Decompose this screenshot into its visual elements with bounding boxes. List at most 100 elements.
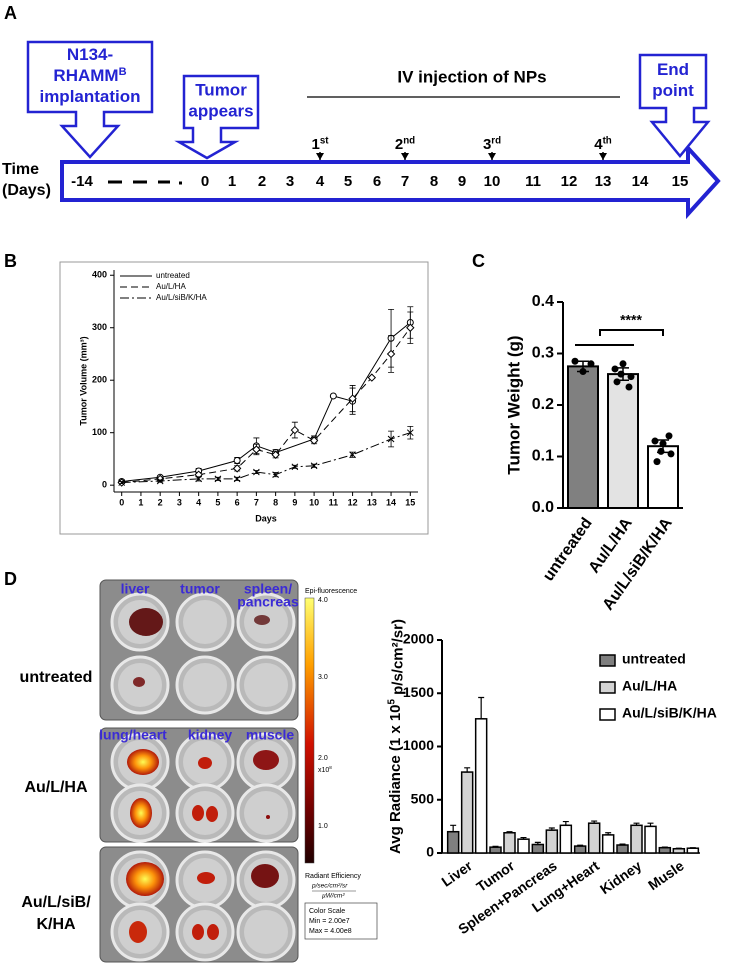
data-point (619, 360, 627, 368)
text-part: 4 (594, 136, 603, 153)
error-bar (478, 696, 485, 720)
injection-ordinal: 3rd (483, 135, 501, 153)
error-bar (506, 831, 513, 834)
legend-label: Au/L/siB/K/HA (622, 705, 717, 721)
x-axis-label: Days (255, 513, 277, 523)
callout-text: point (652, 81, 694, 100)
marker (271, 450, 280, 459)
marker (406, 323, 415, 332)
data-point (667, 450, 675, 458)
organ-label: spleen/ (244, 581, 292, 597)
x-tick-label: 8 (273, 497, 278, 507)
bar (644, 825, 657, 854)
data-point (571, 357, 579, 365)
superscript: rd (491, 135, 501, 146)
day-label: 15 (672, 173, 689, 190)
fluorescence-signal (126, 862, 164, 896)
legend-label: Au/L/HA (622, 678, 677, 694)
fluorescence-signal (266, 815, 270, 819)
superscript: B (119, 66, 127, 78)
y-tick-label: 0.3 (532, 345, 554, 362)
day-label: 5 (344, 173, 352, 190)
injection-arrowhead (599, 153, 607, 160)
data-point (659, 440, 667, 448)
color-scale-text: Color Scale (309, 908, 345, 915)
day-label: 9 (458, 173, 466, 190)
colorbar-tick-label: 4.0 (318, 597, 328, 604)
data-point (653, 458, 661, 466)
callout-text: Tumor (195, 81, 247, 100)
x-tick-label: Musle (645, 857, 687, 893)
organ-label: liver (121, 581, 150, 597)
y-tick-label: 2000 (403, 631, 434, 647)
group-label: Au/L/HA (24, 779, 88, 796)
day-label: 1 (228, 173, 236, 190)
bar (573, 845, 587, 854)
x-tick-label: 6 (235, 497, 240, 507)
well-inner (183, 600, 227, 644)
text-part: appears (188, 102, 253, 121)
series-line (121, 327, 411, 484)
well-inner (183, 910, 227, 954)
fluorescence-signal (127, 749, 159, 775)
error-bar (675, 847, 682, 850)
organ-label: kidney (188, 727, 233, 743)
error-bar (464, 767, 471, 773)
well-inner (183, 663, 227, 707)
x-tick-label: 14 (386, 497, 396, 507)
day-label: 3 (286, 173, 294, 190)
text-part: End (657, 60, 689, 79)
injection-ordinal: 4th (594, 135, 612, 153)
injection-ordinal: 1st (311, 135, 329, 153)
day-gap-dashes (108, 180, 182, 185)
time-label: Time (2, 161, 39, 178)
y-tick-label: 500 (411, 790, 435, 806)
bar (686, 847, 700, 854)
marker (195, 475, 203, 483)
x-tick-label: 10 (309, 497, 319, 507)
callout-text: appears (188, 102, 253, 121)
y-tick-label: 0.2 (532, 396, 554, 413)
error-bar (619, 843, 626, 846)
fluorescence-signal (133, 677, 145, 687)
superscript: 8 (329, 765, 332, 770)
y-tick-label: 1500 (403, 684, 434, 700)
bar (672, 847, 686, 854)
marker (387, 435, 395, 443)
x-tick-label: 11 (329, 497, 339, 507)
text-part: Tumor (195, 81, 247, 100)
panel-label: C (472, 251, 485, 271)
day-label: 13 (595, 173, 612, 190)
group-label: K/HA (36, 916, 76, 933)
fluorescence-signal (253, 750, 279, 770)
x-tick-label: Liver (438, 857, 475, 890)
marker (309, 436, 319, 445)
color-scale-box (304, 902, 378, 940)
x-tick-label: 3 (177, 497, 182, 507)
callout-box (638, 53, 711, 158)
organ-label: pancreas (237, 594, 299, 610)
error-bar (520, 836, 527, 840)
text-part: implantation (39, 87, 140, 106)
well-inner (244, 910, 288, 954)
injection-arrowhead (316, 153, 324, 160)
y-tick-label: 0 (426, 844, 434, 860)
y-tick-label: 0 (102, 480, 107, 490)
x-tick-label: 9 (292, 497, 297, 507)
error-bar (562, 820, 569, 826)
marker (349, 451, 356, 459)
day-label: 7 (401, 173, 409, 190)
y-axis-label: Avg Radiance (1 x 105 p/s/cm²/sr) (386, 619, 406, 854)
colorbar-unit: µW/cm² (322, 893, 345, 900)
marker (232, 464, 242, 473)
imaging-plates (99, 579, 299, 963)
marker (214, 475, 222, 483)
legend-label: untreated (156, 271, 190, 280)
bar (531, 843, 545, 854)
injection-arrowhead (488, 153, 496, 160)
x-tick-label: untreated (540, 515, 596, 584)
error-bar (591, 820, 598, 824)
y-axis-label: Tumor Volume (mm³) (78, 336, 88, 425)
y-tick-label: 0.1 (532, 448, 554, 465)
legend-swatch (599, 654, 616, 667)
